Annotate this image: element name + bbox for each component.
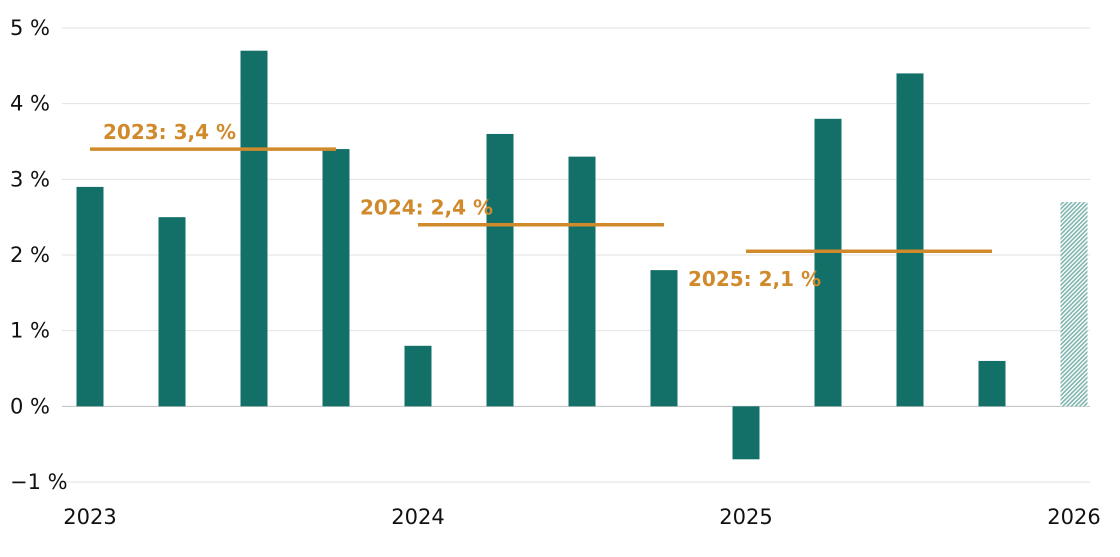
x-tick-label: 2023 [63, 505, 116, 529]
bar [158, 217, 186, 407]
forecast-bar [1060, 202, 1088, 407]
bar [568, 156, 596, 407]
y-tick-label: −1 % [10, 470, 68, 494]
y-tick-label: 0 % [10, 394, 50, 418]
y-tick-label: 1 % [10, 319, 50, 343]
y-tick-label: 2 % [10, 243, 50, 267]
y-tick-label: 5 % [10, 16, 50, 40]
bar [486, 133, 514, 407]
y-tick-label: 4 % [10, 92, 50, 116]
bar [404, 345, 432, 407]
bar [732, 406, 760, 460]
x-tick-label: 2025 [719, 505, 772, 529]
bar [240, 50, 268, 407]
bars [76, 50, 1088, 460]
y-tick-label: 3 % [10, 167, 50, 191]
tick-labels: 5 % 4 % 3 % 2 % 1 % 0 % −1 % 2023 2024 2025 2026 20… [10, 16, 1101, 529]
average-label: 2023: 3,4 % [103, 120, 236, 144]
average-label: 2025: 2,1 % [688, 267, 821, 291]
bar [814, 118, 842, 407]
bar [650, 270, 678, 407]
x-tick-label: 2024 [391, 505, 444, 529]
average-lines [90, 147, 992, 253]
bar [322, 149, 350, 407]
bar [76, 186, 104, 407]
average-label: 2024: 2,4 % [360, 196, 493, 220]
bar [896, 73, 924, 407]
x-tick-label: 2026 [1047, 505, 1100, 529]
bar [978, 360, 1006, 407]
